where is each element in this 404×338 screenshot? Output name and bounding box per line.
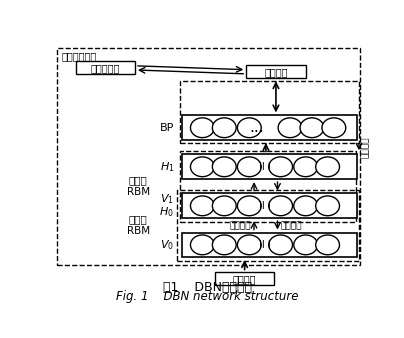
- Text: $H_0$: $H_0$: [160, 206, 174, 219]
- Circle shape: [294, 196, 318, 216]
- Text: II I: II I: [259, 201, 271, 211]
- Bar: [182, 115, 358, 140]
- Text: Fig. 1    DBN network structure: Fig. 1 DBN network structure: [116, 290, 298, 303]
- Circle shape: [322, 118, 346, 138]
- Circle shape: [190, 157, 214, 177]
- Bar: [182, 233, 358, 257]
- Text: 认知权重: 认知权重: [229, 221, 251, 230]
- Text: 有标签单元: 有标签单元: [90, 63, 120, 73]
- Circle shape: [294, 157, 318, 177]
- Circle shape: [213, 235, 236, 255]
- Circle shape: [278, 118, 302, 138]
- Circle shape: [238, 235, 261, 255]
- Text: ...: ...: [250, 120, 265, 135]
- Circle shape: [316, 196, 339, 216]
- Bar: [177, 190, 359, 261]
- Text: 反向微调: 反向微调: [360, 137, 370, 158]
- Circle shape: [238, 118, 261, 138]
- Text: RBM: RBM: [126, 226, 150, 236]
- Circle shape: [269, 235, 292, 255]
- Circle shape: [213, 196, 236, 216]
- Bar: [246, 65, 306, 78]
- Text: $V_1$: $V_1$: [160, 192, 174, 206]
- Bar: [57, 48, 360, 265]
- Circle shape: [238, 196, 261, 216]
- Bar: [181, 81, 359, 143]
- Text: 输出数据: 输出数据: [264, 67, 288, 77]
- Circle shape: [213, 157, 236, 177]
- Bar: [181, 150, 356, 222]
- Text: 第一个: 第一个: [129, 215, 147, 225]
- Circle shape: [190, 196, 214, 216]
- Text: 联想记忆模块: 联想记忆模块: [61, 51, 97, 61]
- Bar: [76, 62, 135, 74]
- Circle shape: [190, 118, 214, 138]
- Circle shape: [190, 235, 214, 255]
- Circle shape: [269, 196, 292, 216]
- Text: RBM: RBM: [126, 187, 150, 197]
- Text: II I: II I: [259, 162, 271, 172]
- Circle shape: [213, 118, 236, 138]
- Bar: [182, 154, 358, 179]
- Circle shape: [294, 235, 318, 255]
- Circle shape: [316, 235, 339, 255]
- Text: 图1    DBN网络结构: 图1 DBN网络结构: [162, 281, 252, 294]
- Circle shape: [269, 157, 292, 177]
- Text: 输入数据: 输入数据: [233, 274, 257, 284]
- Bar: [215, 272, 274, 285]
- Text: 第二个: 第二个: [129, 175, 147, 186]
- Circle shape: [238, 157, 261, 177]
- Text: $H_1$: $H_1$: [160, 160, 174, 174]
- Text: BP: BP: [160, 123, 174, 133]
- Text: II I: II I: [259, 240, 271, 250]
- Circle shape: [316, 157, 339, 177]
- Text: 生成权重: 生成权重: [281, 221, 302, 230]
- Bar: [182, 193, 358, 218]
- Circle shape: [300, 118, 324, 138]
- Text: $V_0$: $V_0$: [160, 238, 174, 252]
